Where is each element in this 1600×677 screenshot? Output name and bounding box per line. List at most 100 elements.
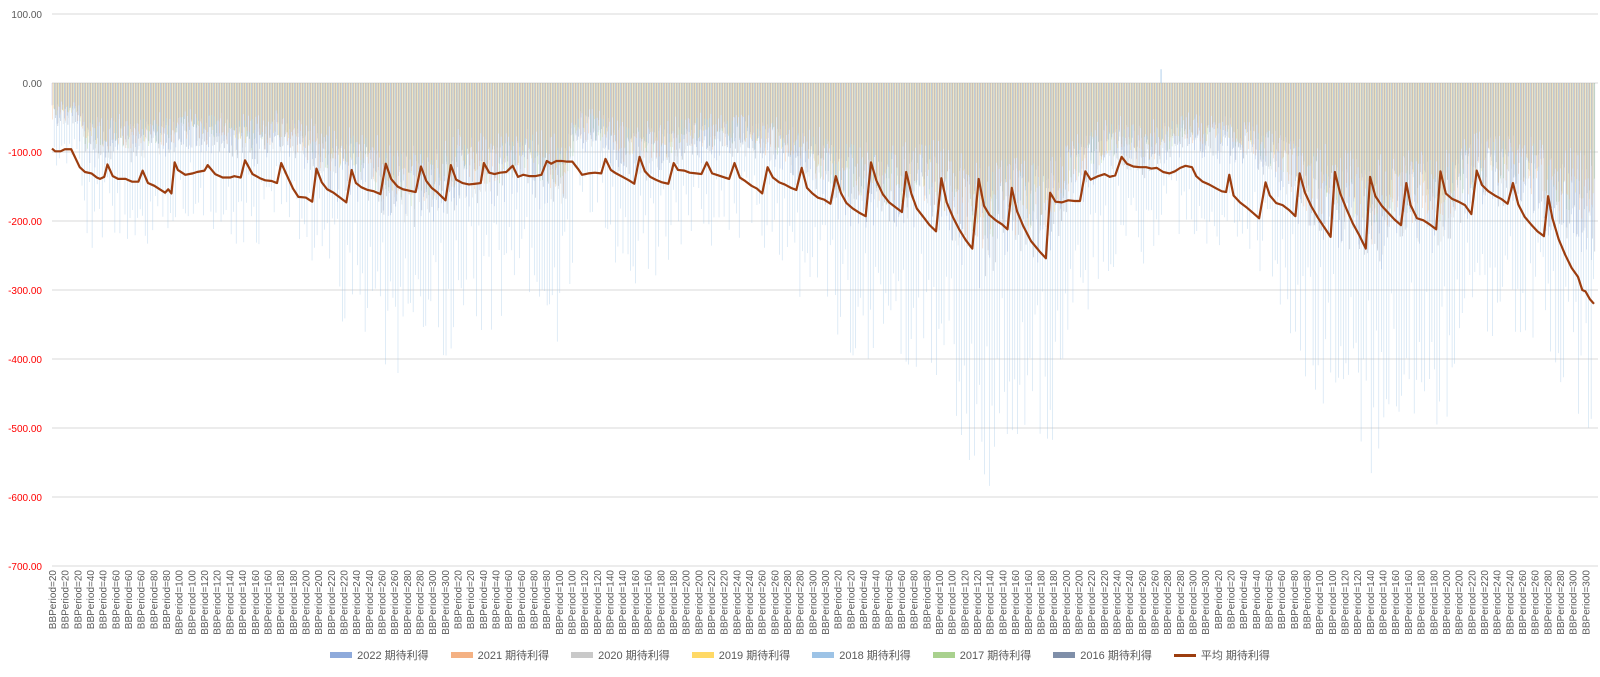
x-tick-label: BBPeriod=240 — [732, 570, 743, 635]
x-tick-label: BBPeriod=180 — [1429, 570, 1440, 635]
x-tick-label: BBPeriod=140 — [1379, 570, 1390, 635]
x-tick-label: BBPeriod=220 — [1087, 570, 1098, 635]
x-tick-label: BBPeriod=220 — [1480, 570, 1491, 635]
x-tick-label: BBPeriod=180 — [289, 570, 300, 635]
legend-label: 2019 期待利得 — [718, 650, 791, 662]
legend-swatch — [1053, 652, 1076, 658]
x-tick-label: BBPeriod=100 — [187, 570, 198, 635]
legend-label: 2017 期待利得 — [959, 650, 1032, 662]
y-tick-label: -600.00 — [8, 493, 42, 504]
x-tick-label: BBPeriod=60 — [124, 570, 135, 630]
y-tick-label: -300.00 — [8, 286, 42, 297]
x-tick-label: BBPeriod=280 — [796, 570, 807, 635]
x-tick-label: BBPeriod=280 — [1176, 570, 1187, 635]
x-tick-label: BBPeriod=20 — [834, 570, 845, 630]
x-tick-label: BBPeriod=240 — [352, 570, 363, 635]
x-tick-label: BBPeriod=300 — [1201, 570, 1212, 635]
x-tick-label: BBPeriod=100 — [1315, 570, 1326, 635]
x-tick-label: BBPeriod=80 — [1303, 570, 1314, 630]
x-tick-label: BBPeriod=120 — [1341, 570, 1352, 635]
x-tick-label: BBPeriod=300 — [1581, 570, 1592, 635]
x-tick-label: BBPeriod=280 — [403, 570, 414, 635]
x-tick-label: BBPeriod=160 — [644, 570, 655, 635]
x-tick-label: BBPeriod=20 — [73, 570, 84, 630]
x-tick-label: BBPeriod=160 — [631, 570, 642, 635]
x-tick-label: BBPeriod=60 — [504, 570, 515, 630]
x-tick-label: BBPeriod=260 — [390, 570, 401, 635]
legend-item-2022: 2022 期待利得 — [330, 647, 429, 663]
x-tick-label: BBPeriod=180 — [276, 570, 287, 635]
x-tick-label: BBPeriod=240 — [365, 570, 376, 635]
x-tick-label: BBPeriod=100 — [555, 570, 566, 635]
x-tick-label: BBPeriod=80 — [530, 570, 541, 630]
x-tick-label: BBPeriod=20 — [1227, 570, 1238, 630]
legend-item-2020: 2020 期待利得 — [571, 647, 670, 663]
x-tick-label: BBPeriod=160 — [1024, 570, 1035, 635]
x-tick-label: BBPeriod=220 — [707, 570, 718, 635]
x-tick-label: BBPeriod=40 — [99, 570, 110, 630]
legend-swatch — [571, 652, 594, 658]
x-tick-label: BBPeriod=200 — [314, 570, 325, 635]
x-tick-label: BBPeriod=240 — [745, 570, 756, 635]
x-tick-label: BBPeriod=280 — [1163, 570, 1174, 635]
y-tick-label: 100.00 — [11, 10, 42, 21]
x-tick-label: BBPeriod=20 — [61, 570, 72, 630]
legend-swatch — [812, 652, 835, 658]
x-tick-label: BBPeriod=40 — [859, 570, 870, 630]
x-tick-label: BBPeriod=120 — [973, 570, 984, 635]
y-tick-label: -200.00 — [8, 217, 42, 228]
legend-swatch — [691, 652, 714, 658]
x-tick-label: BBPeriod=40 — [1239, 570, 1250, 630]
average-line-group — [51, 147, 1595, 305]
y-tick-label: 0.00 — [23, 79, 43, 90]
x-axis-tick-labels: BBPeriod=20 BBPeriod=20 BBPeriod=20 BBPerio… — [48, 570, 1592, 635]
x-tick-label: BBPeriod=60 — [1265, 570, 1276, 630]
x-tick-label: BBPeriod=300 — [1189, 570, 1200, 635]
x-tick-label: BBPeriod=120 — [213, 570, 224, 635]
x-tick-label: BBPeriod=140 — [1366, 570, 1377, 635]
x-tick-label: BBPeriod=60 — [137, 570, 148, 630]
legend-item-2016: 2016 期待利得 — [1053, 647, 1152, 663]
legend-swatch — [1173, 653, 1196, 657]
x-tick-label: BBPeriod=140 — [986, 570, 997, 635]
x-tick-label: BBPeriod=60 — [1277, 570, 1288, 630]
x-tick-label: BBPeriod=60 — [897, 570, 908, 630]
x-tick-label: BBPeriod=100 — [1328, 570, 1339, 635]
x-tick-label: BBPeriod=200 — [1062, 570, 1073, 635]
average-line-series — [51, 147, 1595, 305]
x-tick-label: BBPeriod=80 — [542, 570, 553, 630]
x-tick-label: BBPeriod=280 — [1543, 570, 1554, 635]
x-tick-label: BBPeriod=260 — [1531, 570, 1542, 635]
x-tick-label: BBPeriod=40 — [872, 570, 883, 630]
x-tick-label: BBPeriod=260 — [1138, 570, 1149, 635]
x-tick-label: BBPeriod=40 — [86, 570, 97, 630]
x-tick-label: BBPeriod=300 — [428, 570, 439, 635]
x-tick-label: BBPeriod=20 — [48, 570, 59, 630]
x-tick-label: BBPeriod=200 — [1074, 570, 1085, 635]
x-tick-label: BBPeriod=40 — [1252, 570, 1263, 630]
x-tick-label: BBPeriod=160 — [1011, 570, 1022, 635]
x-tick-label: BBPeriod=80 — [910, 570, 921, 630]
x-tick-label: BBPeriod=20 — [1214, 570, 1225, 630]
x-tick-label: BBPeriod=80 — [1290, 570, 1301, 630]
x-tick-label: BBPeriod=100 — [175, 570, 186, 635]
x-tick-label: BBPeriod=60 — [111, 570, 122, 630]
x-tick-label: BBPeriod=20 — [454, 570, 465, 630]
x-tick-label: BBPeriod=300 — [441, 570, 452, 635]
x-tick-label: BBPeriod=60 — [517, 570, 528, 630]
x-tick-label: BBPeriod=180 — [669, 570, 680, 635]
x-tick-label: BBPeriod=180 — [1049, 570, 1060, 635]
x-tick-label: BBPeriod=240 — [1125, 570, 1136, 635]
x-tick-label: BBPeriod=80 — [149, 570, 160, 630]
legend-item-2017: 2017 期待利得 — [932, 647, 1032, 663]
chart-legend: 2022 期待利得 2021 期待利得 2020 期待利得 2019 期待利得 … — [0, 646, 1600, 664]
x-tick-label: BBPeriod=120 — [1353, 570, 1364, 635]
legend-label: 2018 期待利得 — [839, 650, 911, 662]
x-tick-label: BBPeriod=140 — [606, 570, 617, 635]
x-tick-label: BBPeriod=200 — [1442, 570, 1453, 635]
legend-label: 2016 期待利得 — [1080, 650, 1152, 662]
legend-item-2018: 2018 期待利得 — [812, 647, 911, 663]
x-tick-label: BBPeriod=300 — [821, 570, 832, 635]
x-tick-label: BBPeriod=40 — [479, 570, 490, 630]
